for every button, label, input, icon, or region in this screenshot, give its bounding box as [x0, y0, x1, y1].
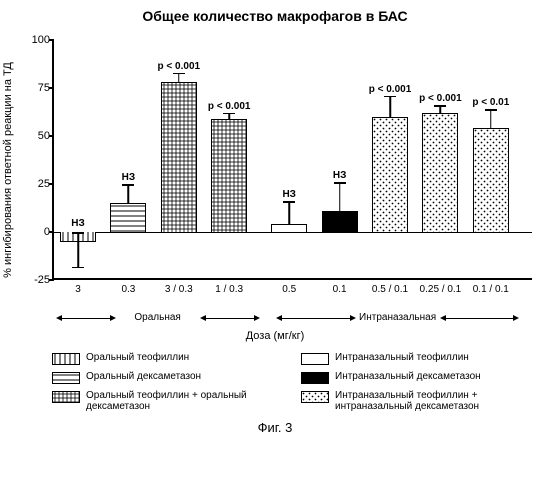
error-bar	[77, 232, 79, 267]
legend-row: Оральный теофиллин + оральный дексаметаз…	[52, 390, 520, 412]
plot-region: -250255075100НЗ3НЗ0.3p < 0.0013 / 0.3p <…	[52, 40, 532, 280]
y-tick-label: -25	[24, 274, 50, 286]
bar	[211, 119, 247, 232]
error-cap	[384, 96, 396, 98]
x-tick-label: 3	[75, 284, 81, 295]
legend-swatch	[301, 391, 329, 403]
bar-annotation: p < 0.001	[158, 61, 201, 72]
legend-item: Оральный дексаметазон	[52, 371, 271, 384]
x-tick-label: 1 / 0.3	[215, 284, 243, 295]
legend-swatch	[301, 353, 329, 365]
legend-item: Интраназальный дексаметазон	[301, 371, 520, 384]
bar	[161, 82, 197, 232]
bar-annotation: НЗ	[122, 172, 136, 183]
error-bar	[389, 96, 391, 117]
x-tick-label: 0.5 / 0.1	[372, 284, 408, 295]
bar-annotation: НЗ	[71, 218, 85, 229]
x-axis-title: Доза (мг/кг)	[10, 330, 540, 342]
route-arrow	[446, 318, 513, 319]
error-cap	[72, 267, 84, 269]
y-tick	[49, 87, 54, 89]
error-cap	[122, 184, 134, 186]
bar	[473, 128, 509, 232]
legend-swatch	[52, 353, 80, 365]
y-tick	[49, 135, 54, 137]
error-cap	[485, 109, 497, 111]
bar	[322, 211, 358, 232]
route-arrow	[282, 318, 349, 319]
bar-annotation: НЗ	[333, 170, 347, 181]
x-tick-label: 0.1 / 0.1	[473, 284, 509, 295]
x-tick-label: 0.1	[333, 284, 347, 295]
zero-line	[54, 232, 532, 233]
bar	[422, 113, 458, 232]
x-tick-label: 0.5	[282, 284, 296, 295]
bar-annotation: p < 0.001	[208, 101, 251, 112]
chart-area: % ингибирования ответной реакции на ТД -…	[10, 30, 540, 310]
error-bar	[128, 184, 130, 203]
y-tick-label: 25	[24, 178, 50, 190]
legend-item: Интраназальный теофиллин	[301, 352, 520, 365]
legend-label: Интраназальный теофиллин	[335, 352, 469, 363]
y-axis-label: % ингибирования ответной реакции на ТД	[2, 62, 14, 278]
bar	[271, 224, 307, 232]
chart-title: Общее количество макрофагов в БАС	[10, 8, 540, 24]
error-bar	[339, 182, 341, 211]
legend-row: Оральный дексаметазон Интраназальный декс…	[52, 371, 520, 384]
y-tick-label: 50	[24, 130, 50, 142]
error-cap	[223, 113, 235, 115]
y-tick	[49, 279, 54, 281]
legend-label: Интраназальный теофиллин + интраназальны…	[335, 390, 520, 412]
legend-row: Оральный теофиллин Интраназальный теофилл…	[52, 352, 520, 365]
error-bar	[490, 109, 492, 128]
y-tick-label: 0	[24, 226, 50, 238]
bar-annotation: p < 0.001	[369, 84, 412, 95]
x-tick-label: 3 / 0.3	[165, 284, 193, 295]
legend-item: Оральный теофиллин + оральный дексаметаз…	[52, 390, 271, 412]
legend-label: Оральный теофиллин + оральный дексаметаз…	[86, 390, 271, 412]
error-cap	[283, 201, 295, 203]
y-tick-label: 75	[24, 82, 50, 94]
error-bar	[288, 201, 290, 224]
error-cap	[434, 105, 446, 107]
legend-item: Оральный теофиллин	[52, 352, 271, 365]
route-labels-row: Оральная Интраназальная	[52, 310, 532, 328]
x-tick-label: 0.3	[121, 284, 135, 295]
route-arrow	[62, 318, 110, 319]
legend: Оральный теофиллин Интраназальный теофилл…	[52, 352, 520, 412]
y-tick	[49, 39, 54, 41]
error-cap	[72, 232, 84, 234]
legend-item: Интраназальный теофиллин + интраназальны…	[301, 390, 520, 412]
error-cap	[173, 73, 185, 75]
y-tick-label: 100	[24, 34, 50, 46]
legend-label: Интраназальный дексаметазон	[335, 371, 481, 382]
y-tick	[49, 183, 54, 185]
route-label: Оральная	[134, 312, 180, 323]
bar	[372, 117, 408, 232]
legend-swatch	[52, 372, 80, 384]
error-cap	[334, 182, 346, 184]
legend-label: Оральный теофиллин	[86, 352, 189, 363]
bar-annotation: p < 0.001	[419, 93, 462, 104]
route-label: Интраназальная	[359, 312, 436, 323]
bar	[110, 203, 146, 232]
bar-annotation: p < 0.01	[472, 97, 509, 108]
legend-swatch	[301, 372, 329, 384]
legend-swatch	[52, 391, 80, 403]
legend-label: Оральный дексаметазон	[86, 371, 201, 382]
route-arrow	[206, 318, 254, 319]
figure-label: Фиг. 3	[10, 420, 540, 435]
bar-annotation: НЗ	[282, 189, 296, 200]
x-tick-label: 0.25 / 0.1	[420, 284, 462, 295]
